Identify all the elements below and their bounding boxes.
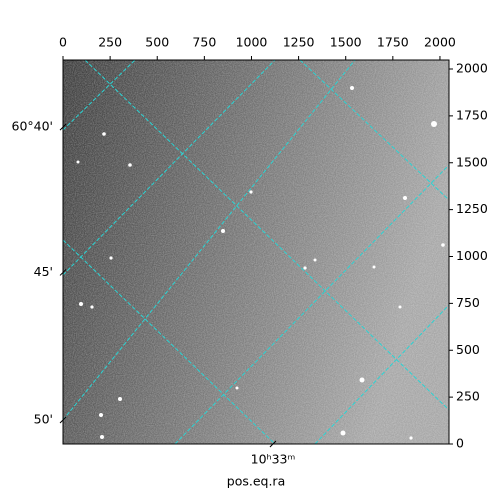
x-tick-label: 1250	[283, 35, 315, 50]
wcs-y-tick-label: 50'	[34, 412, 53, 427]
y-tick-label: 1750	[456, 107, 488, 122]
x-tick-label: 1500	[330, 35, 362, 50]
y-tick-label: 2000	[456, 61, 488, 76]
frame	[62, 59, 450, 445]
coordinate-grid	[63, 60, 449, 444]
x-tick-label: 2000	[424, 35, 456, 50]
wcs-y-tick	[59, 123, 67, 131]
x-tick-label: 750	[192, 35, 216, 50]
x-axis-label: pos.eq.ra	[227, 474, 285, 489]
x-tick-label: 0	[59, 35, 67, 50]
y-tick-label: 500	[456, 342, 480, 357]
x-tick-label: 250	[98, 35, 122, 50]
stars	[76, 86, 445, 440]
wcs-y-tick-label: 60°40'	[12, 119, 54, 134]
x-tick-label: 1000	[236, 35, 268, 50]
y-tick-label: 1500	[456, 154, 488, 169]
y-tick-label: 1000	[456, 248, 488, 263]
x-tick-label: 1750	[377, 35, 409, 50]
wcs-x-tick	[269, 440, 277, 448]
wcs-y-tick	[59, 269, 67, 276]
y-tick-label: 250	[456, 389, 480, 404]
y-tick-label: 1250	[456, 201, 488, 216]
wcs-x-tick-label: 10ʰ33ᵐ	[251, 452, 296, 467]
x-tick-label: 500	[145, 35, 169, 50]
wcs-y-tick-label: 45'	[34, 264, 53, 279]
wcs-y-tick	[59, 416, 67, 424]
image	[63, 60, 449, 444]
y-tick-label: 750	[456, 295, 480, 310]
y-tick-label: 0	[456, 436, 464, 451]
